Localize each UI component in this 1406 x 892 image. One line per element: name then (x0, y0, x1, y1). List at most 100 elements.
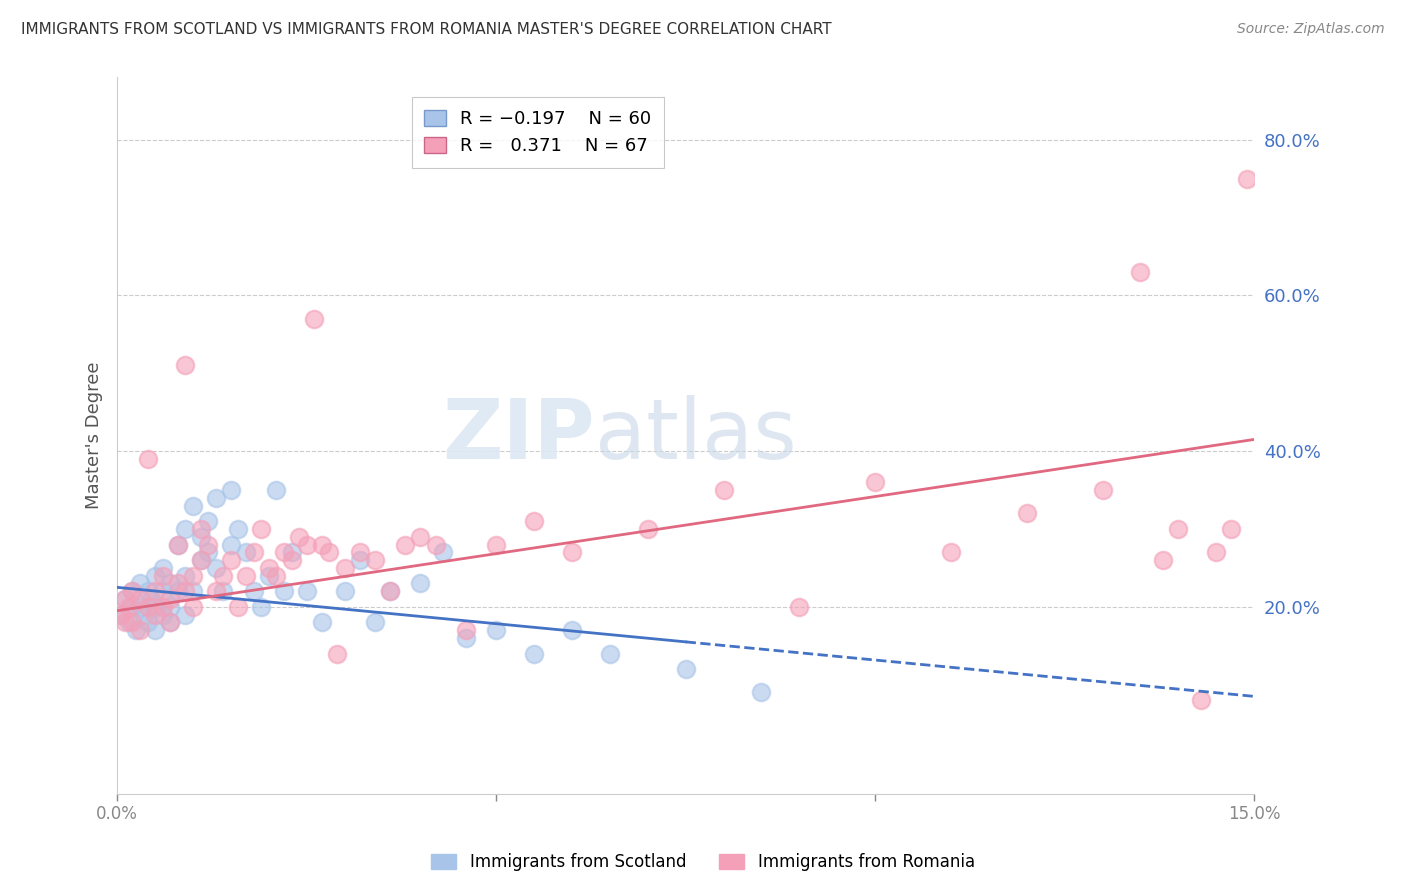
Y-axis label: Master's Degree: Master's Degree (86, 362, 103, 509)
Text: ZIP: ZIP (443, 395, 595, 476)
Point (349, 545, 371, 559)
Point (1220, 522, 1243, 536)
Point (1152, 553, 1174, 567)
Point (117, 615, 139, 630)
Point (166, 537, 188, 551)
Point (1189, 693, 1212, 707)
Point (235, 568, 257, 582)
Point (280, 545, 302, 559)
Point (143, 607, 166, 622)
Point (181, 599, 204, 614)
Point (190, 553, 212, 567)
Point (257, 561, 280, 575)
Point (152, 584, 174, 599)
Point (266, 568, 288, 582)
Point (485, 537, 508, 551)
Point (273, 584, 295, 599)
Point (159, 615, 181, 630)
Point (152, 568, 174, 582)
Point (110, 607, 132, 622)
Point (114, 592, 136, 607)
Point (136, 615, 159, 630)
Point (121, 584, 143, 599)
Point (129, 599, 152, 614)
Point (174, 568, 197, 582)
Point (174, 522, 197, 536)
Point (789, 599, 811, 614)
Point (121, 615, 143, 630)
Point (266, 483, 288, 497)
Point (141, 592, 163, 607)
Point (1091, 483, 1114, 497)
Point (425, 537, 447, 551)
Point (181, 584, 204, 599)
Point (143, 568, 166, 582)
Text: atlas: atlas (595, 395, 796, 476)
Point (485, 623, 508, 637)
Point (378, 584, 401, 599)
Point (599, 647, 621, 661)
Point (219, 483, 242, 497)
Point (326, 647, 349, 661)
Point (304, 311, 326, 326)
Point (121, 599, 143, 614)
Point (295, 584, 318, 599)
Point (143, 584, 166, 599)
Point (129, 592, 152, 607)
Point (364, 553, 387, 567)
Point (311, 615, 333, 630)
Point (228, 599, 250, 614)
Point (136, 584, 159, 599)
Point (1205, 545, 1227, 559)
Point (190, 522, 212, 536)
Point (333, 561, 356, 575)
Point (129, 623, 152, 637)
Point (110, 607, 132, 622)
Point (349, 553, 371, 567)
Point (181, 499, 204, 513)
Point (228, 522, 250, 536)
Point (174, 359, 197, 373)
Point (939, 545, 962, 559)
Point (242, 545, 264, 559)
Point (432, 545, 454, 559)
Point (190, 553, 212, 567)
Point (288, 530, 311, 544)
Point (713, 483, 735, 497)
Point (143, 599, 166, 614)
Legend: R = −0.197    N = 60, R =   0.371    N = 67: R = −0.197 N = 60, R = 0.371 N = 67 (412, 97, 664, 168)
Point (409, 576, 432, 591)
Point (152, 561, 174, 575)
Point (114, 592, 136, 607)
Point (212, 568, 235, 582)
Point (136, 599, 159, 614)
Legend: Immigrants from Scotland, Immigrants from Romania: Immigrants from Scotland, Immigrants fro… (423, 845, 983, 880)
Text: Source: ZipAtlas.com: Source: ZipAtlas.com (1237, 22, 1385, 37)
Point (1015, 507, 1038, 521)
Text: IMMIGRANTS FROM SCOTLAND VS IMMIGRANTS FROM ROMANIA MASTER'S DEGREE CORRELATION : IMMIGRANTS FROM SCOTLAND VS IMMIGRANTS F… (21, 22, 832, 37)
Point (250, 599, 273, 614)
Point (204, 561, 226, 575)
Point (751, 685, 773, 699)
Point (561, 623, 583, 637)
Point (174, 584, 197, 599)
Point (152, 607, 174, 622)
Point (364, 615, 387, 630)
Point (311, 537, 333, 551)
Point (125, 623, 148, 637)
Point (394, 537, 416, 551)
Point (190, 530, 212, 544)
Point (204, 584, 226, 599)
Point (318, 545, 340, 559)
Point (204, 491, 226, 505)
Point (1167, 522, 1189, 536)
Point (212, 584, 235, 599)
Point (174, 607, 197, 622)
Point (235, 545, 257, 559)
Point (219, 553, 242, 567)
Point (333, 584, 356, 599)
Point (166, 537, 188, 551)
Point (863, 475, 886, 490)
Point (166, 576, 188, 591)
Point (257, 568, 280, 582)
